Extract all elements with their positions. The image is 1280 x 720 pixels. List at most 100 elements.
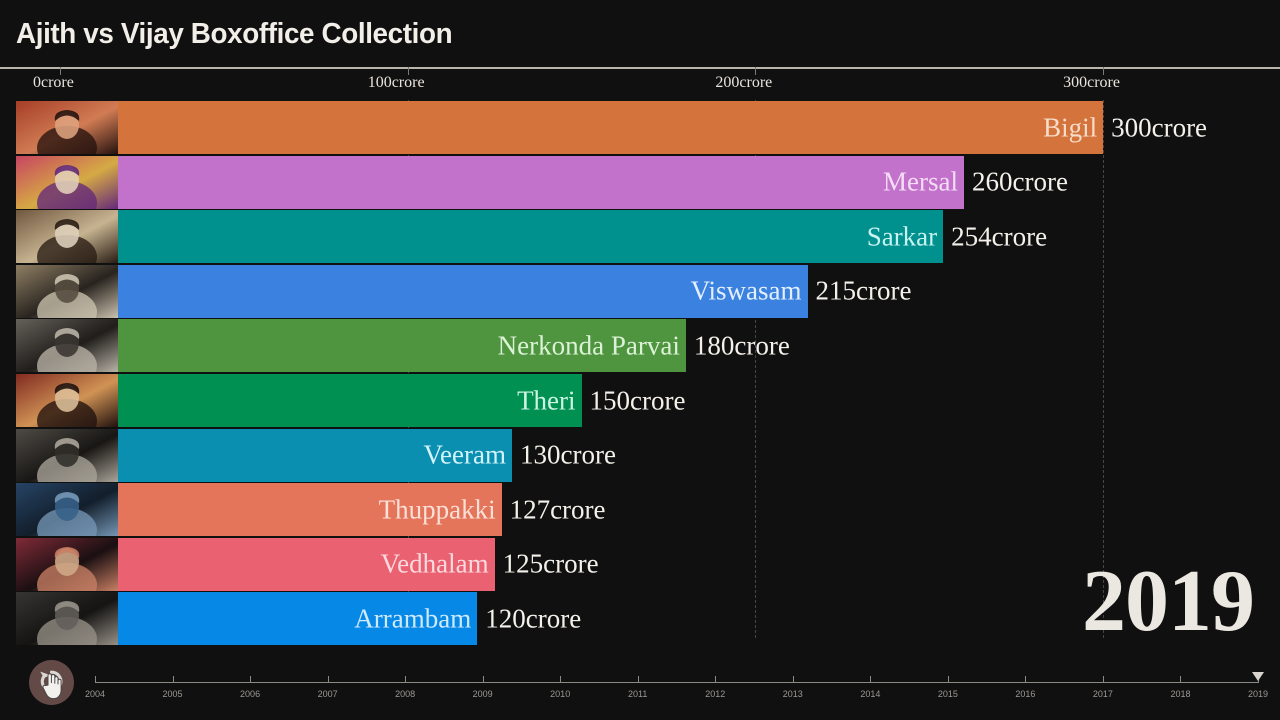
gridline: [1103, 100, 1105, 638]
bar-value: 130crore: [520, 439, 616, 470]
timeline-year-label[interactable]: 2015: [937, 689, 958, 699]
timeline-year-label[interactable]: 2012: [705, 689, 726, 699]
x-axis: 0crore 100crore 200crore 300crore: [0, 0, 1280, 100]
viswasam-poster: [16, 264, 118, 318]
x-axis-tick: [755, 67, 757, 75]
bar-label: Nerkonda Parvai: [497, 330, 680, 361]
bar-value: 150crore: [589, 385, 686, 415]
mersal-poster: [16, 155, 118, 209]
viswasam-poster: [16, 264, 118, 318]
theri-poster: [16, 374, 118, 427]
timeline-year-label[interactable]: 2008: [395, 689, 416, 699]
sarkar-poster: [16, 210, 118, 264]
x-axis-tick-label: 300crore: [1063, 74, 1120, 91]
timeline-year-label[interactable]: 2019: [1247, 689, 1269, 699]
bar-value: 127crore: [509, 494, 606, 525]
bar-row: Vedhalam 125crore: [0, 537, 1280, 591]
bar-label: Thuppakki: [378, 494, 496, 525]
vedhalam-poster: [16, 537, 118, 591]
header-divider: [0, 67, 1280, 69]
bar-value: 125crore: [502, 548, 599, 579]
sarkar-poster: [16, 210, 118, 264]
nerkonda-parvai-poster: [16, 319, 118, 373]
bar-row: Mersal 260crore: [0, 155, 1280, 209]
bar[interactable]: Viswasam: [118, 264, 808, 318]
timeline-tick: [947, 676, 949, 683]
timeline-year-label[interactable]: 2007: [317, 689, 338, 699]
bar[interactable]: Veeram: [118, 428, 512, 482]
bar-row: Viswasam 215crore: [0, 264, 1280, 318]
timeline-year-label[interactable]: 2010: [550, 689, 571, 699]
arrambam-poster: [16, 592, 118, 646]
timeline-year-label[interactable]: 2009: [472, 689, 493, 699]
bar-label: Sarkar: [866, 221, 938, 252]
bar[interactable]: Mersal: [118, 155, 965, 209]
timeline-tick: [1180, 676, 1182, 683]
x-axis-tick-label: 200crore: [715, 74, 773, 91]
bar[interactable]: Bigil: [118, 101, 1104, 154]
timeline-tick: [560, 676, 562, 683]
x-axis-tick-label: 0crore: [33, 74, 74, 91]
mersal-poster: [16, 155, 118, 209]
thuppakki-poster: [16, 483, 118, 537]
x-axis-tick: [1103, 67, 1105, 75]
bar[interactable]: Arrambam: [118, 592, 478, 646]
veeram-poster: [16, 428, 118, 482]
x-axis-tick: [407, 67, 409, 75]
veeram-poster: [16, 428, 118, 482]
bar-value: 120crore: [485, 603, 582, 634]
timeline-playhead[interactable]: [1252, 672, 1264, 681]
timeline-tick: [1025, 676, 1027, 683]
bar-label: Viswasam: [690, 275, 802, 306]
bar-row: Arrambam 120crore: [0, 592, 1280, 646]
timeline-year-label[interactable]: 2004: [84, 689, 106, 699]
timeline-tick: [405, 676, 407, 683]
bar-label: Bigil: [1043, 112, 1098, 142]
bar-row: Bigil 300crore: [0, 101, 1280, 154]
theri-poster: [16, 374, 118, 427]
bar[interactable]: Sarkar: [118, 210, 944, 264]
timeline-year-label[interactable]: 2016: [1015, 689, 1036, 699]
timeline-year-label[interactable]: 2005: [162, 689, 183, 699]
timeline-tick: [482, 676, 484, 683]
bigil-poster: [16, 101, 118, 154]
bar-value: 180crore: [693, 330, 790, 361]
timeline-year-label[interactable]: 2017: [1092, 689, 1113, 699]
bar[interactable]: Theri: [118, 374, 582, 427]
bar[interactable]: Nerkonda Parvai: [118, 319, 686, 373]
bar-label: Veeram: [423, 439, 506, 470]
bar-value: 300crore: [1111, 112, 1208, 142]
x-axis-tick-label: 100crore: [367, 74, 425, 91]
year-label: 2019: [1082, 553, 1255, 650]
bar-row: Thuppakki 127crore: [0, 483, 1280, 537]
bar-row: Nerkonda Parvai 180crore: [0, 319, 1280, 373]
timeline-tick: [95, 676, 96, 683]
timeline[interactable]: 2004 2005 2006 2007 2008 2009 2010 2011 2012 2013…: [0, 646, 1280, 720]
gridline: [755, 100, 757, 638]
bar[interactable]: Thuppakki: [118, 483, 502, 537]
bar-label: Vedhalam: [380, 548, 489, 579]
timeline-year-label[interactable]: 2011: [628, 689, 648, 699]
timeline-tick: [1102, 676, 1104, 683]
bar[interactable]: Vedhalam: [118, 537, 495, 591]
timeline-tick: [870, 676, 872, 683]
timeline-year-label[interactable]: 2018: [1170, 689, 1191, 699]
bar-row: Sarkar 254crore: [0, 210, 1280, 264]
bigil-poster: [16, 101, 118, 154]
timeline-year-label[interactable]: 2006: [240, 689, 261, 699]
page-title: Ajith vs Vijay Boxoffice Collection: [16, 18, 453, 50]
timeline-tick: [250, 676, 252, 683]
bar-rows: Bigil 300crore Mersal 260crore Sarkar 254: [0, 101, 1280, 646]
timeline-year-label[interactable]: 2013: [782, 689, 803, 699]
bar-row: Theri 150crore: [0, 374, 1280, 427]
bar-value: 215crore: [815, 275, 912, 306]
replay-icon: [40, 670, 63, 693]
timeline-tick: [715, 676, 717, 683]
bar-label: Mersal: [883, 166, 959, 197]
timeline-year-label[interactable]: 2014: [860, 689, 881, 699]
replay-button[interactable]: [29, 660, 74, 705]
bar-label: Arrambam: [354, 603, 472, 634]
bar-value: 254crore: [951, 221, 1048, 252]
bar-label: Theri: [517, 385, 576, 415]
